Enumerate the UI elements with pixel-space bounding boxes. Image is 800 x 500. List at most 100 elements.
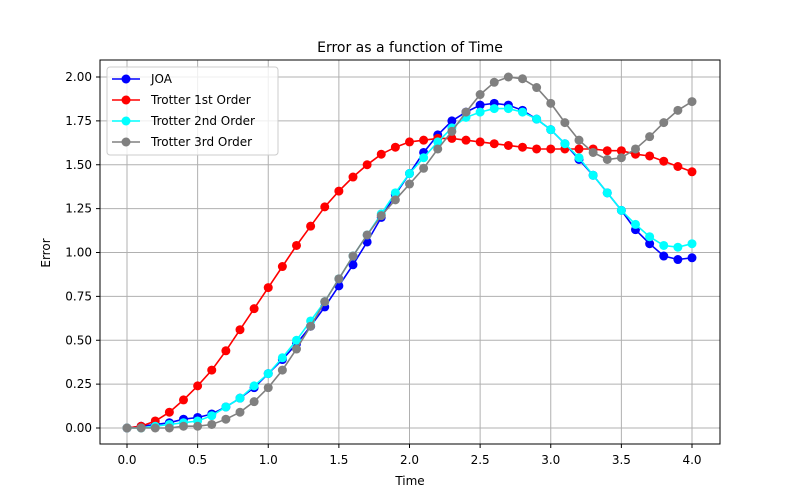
y-tick-label: 1.00: [65, 246, 92, 260]
legend-marker: [121, 95, 131, 105]
x-tick-label: 3.5: [612, 453, 631, 467]
data-point: [419, 135, 429, 145]
data-point: [277, 353, 287, 363]
x-tick-label: 0.5: [188, 453, 207, 467]
data-point: [574, 153, 584, 163]
y-tick-label: 2.00: [65, 70, 92, 84]
legend-label: Trotter 1st Order: [150, 93, 251, 107]
data-point: [390, 188, 400, 198]
data-point: [631, 219, 640, 229]
data-point: [362, 160, 372, 170]
y-tick-label: 1.75: [65, 114, 92, 128]
data-point: [249, 397, 259, 407]
y-axis-label: Error: [39, 238, 53, 267]
data-point: [546, 98, 556, 108]
x-tick-label: 3.0: [541, 453, 560, 467]
y-tick-label: 0.50: [65, 333, 92, 347]
data-point: [263, 383, 273, 393]
data-point: [263, 283, 273, 293]
data-point: [221, 346, 231, 356]
data-point: [532, 144, 542, 154]
data-point: [616, 146, 626, 156]
data-point: [602, 146, 612, 156]
data-point: [673, 162, 683, 172]
data-point: [405, 137, 414, 147]
data-point: [292, 240, 301, 250]
data-point: [362, 230, 372, 240]
data-point: [475, 100, 485, 110]
data-point: [249, 381, 259, 391]
data-point: [461, 135, 471, 145]
data-point: [306, 321, 316, 331]
data-point: [179, 395, 188, 405]
x-axis-label: Time: [394, 474, 424, 488]
legend-marker: [121, 74, 131, 84]
data-point: [390, 195, 400, 205]
y-tick-label: 0.25: [65, 377, 92, 391]
data-point: [518, 107, 527, 117]
data-point: [320, 297, 330, 307]
data-point: [348, 251, 358, 261]
data-point: [518, 142, 527, 152]
series-trotter-3rd-order: [122, 72, 697, 433]
data-point: [489, 139, 499, 149]
data-point: [659, 118, 669, 128]
data-point: [362, 237, 372, 247]
data-point: [645, 232, 655, 242]
legend-box: [106, 66, 279, 156]
data-point: [616, 205, 626, 215]
data-point: [447, 126, 457, 136]
data-point: [673, 255, 683, 265]
data-point: [348, 172, 358, 182]
data-point: [631, 144, 640, 154]
data-point: [503, 104, 513, 114]
data-point: [419, 153, 429, 163]
data-point: [645, 239, 655, 249]
data-point: [532, 114, 542, 124]
data-point: [207, 411, 217, 421]
data-point: [390, 142, 400, 152]
data-point: [560, 118, 570, 128]
data-point: [489, 77, 499, 87]
data-point: [207, 419, 217, 429]
data-point: [616, 153, 626, 163]
data-point: [687, 167, 697, 177]
data-point: [687, 239, 697, 249]
data-point: [659, 156, 669, 166]
data-point: [503, 140, 513, 150]
data-point: [588, 147, 598, 157]
data-point: [292, 335, 301, 345]
data-point: [334, 274, 344, 284]
data-point: [447, 133, 457, 143]
data-point: [518, 74, 527, 84]
data-point: [348, 260, 358, 270]
data-point: [687, 253, 697, 263]
data-point: [574, 144, 584, 154]
y-tick-label: 0.00: [65, 421, 92, 435]
data-point: [673, 105, 683, 115]
data-point: [489, 104, 499, 114]
data-point: [602, 188, 612, 198]
data-point: [263, 369, 273, 379]
data-point: [292, 344, 301, 354]
data-point: [574, 135, 584, 145]
data-point: [588, 170, 598, 180]
data-point: [475, 90, 485, 100]
data-point: [546, 125, 556, 135]
data-point: [433, 137, 443, 147]
data-point: [193, 381, 203, 391]
series-trotter-2nd-order: [122, 104, 697, 433]
legend-marker: [121, 116, 131, 126]
x-tick-label: 4.0: [682, 453, 701, 467]
data-point: [645, 132, 655, 142]
data-point: [207, 365, 217, 375]
data-point: [419, 163, 429, 173]
data-point: [221, 414, 231, 424]
ticks: 0.0 0.5 1.0 1.5 2.0 2.5 3.0 3.5 4.0 0.00 0.25 0.50 0…: [65, 70, 701, 467]
x-tick-label: 0.0: [117, 453, 136, 467]
y-tick-label: 0.75: [65, 289, 92, 303]
legend-label: JOA: [150, 72, 173, 86]
x-tick-label: 1.0: [259, 453, 278, 467]
data-point: [405, 169, 414, 179]
